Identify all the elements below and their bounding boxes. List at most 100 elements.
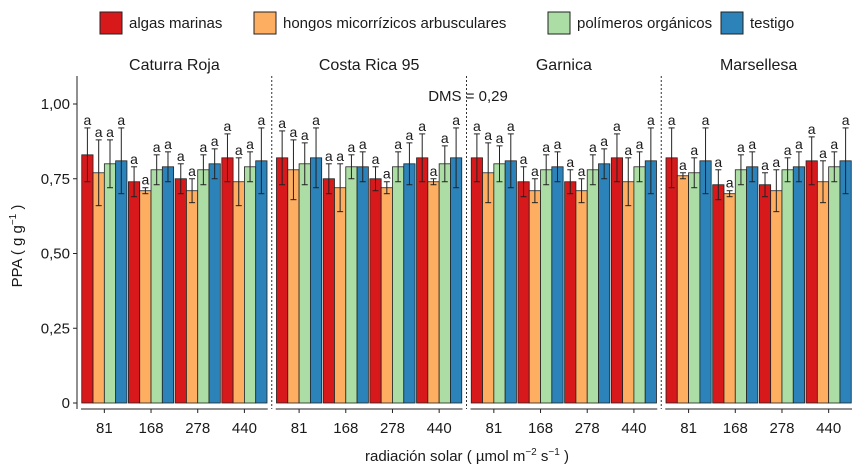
bar	[403, 163, 416, 404]
significance-letter: a	[589, 139, 597, 155]
bar	[839, 160, 852, 404]
bar	[115, 160, 128, 404]
significance-letter: a	[531, 163, 539, 179]
bar	[298, 163, 311, 404]
bar	[369, 178, 382, 404]
significance-letter: a	[624, 142, 632, 158]
bar	[540, 169, 553, 404]
x-tick-label: 168	[333, 420, 358, 437]
legend: algas marinas hongos micorrízicos arbuscu…	[99, 11, 794, 35]
bar	[103, 163, 117, 404]
significance-letter: a	[496, 130, 504, 146]
x-axis-label: radiación solar ( µmol m−2 s−1 )	[365, 447, 569, 465]
bar	[676, 175, 689, 404]
significance-letter: a	[418, 118, 426, 134]
bar	[128, 181, 141, 404]
bar	[276, 157, 289, 404]
y-axis-label: PPA ( g g−1 )	[8, 205, 26, 288]
bar	[309, 157, 323, 404]
significance-letter: a	[520, 151, 528, 167]
bar	[287, 169, 300, 404]
bar	[517, 181, 530, 404]
bar	[427, 181, 440, 404]
y-tick-label: 1,00	[41, 96, 70, 113]
significance-letter: a	[636, 136, 644, 152]
bar	[746, 166, 759, 404]
legend-swatch-4	[720, 11, 744, 35]
bar	[438, 163, 451, 404]
bar	[416, 157, 429, 404]
significance-letter: a	[224, 118, 232, 134]
x-tick-label: 440	[621, 420, 646, 437]
x-tick-label: 278	[769, 420, 794, 437]
significance-letter: a	[647, 112, 655, 128]
significance-letter: a	[406, 127, 414, 143]
bar	[504, 160, 517, 404]
bar	[334, 187, 347, 404]
bar	[197, 169, 210, 404]
significance-letter: a	[484, 127, 492, 143]
significance-letter: a	[600, 133, 608, 149]
significance-letter: a	[278, 115, 286, 131]
significance-letter: a	[702, 112, 710, 128]
legend-swatch-2	[253, 11, 277, 35]
significance-letter: a	[188, 163, 196, 179]
significance-letter: a	[117, 112, 125, 128]
y-tick-label: 0	[62, 395, 70, 412]
x-tick-label: 168	[528, 420, 553, 437]
bar	[816, 181, 830, 404]
significance-letter: a	[290, 124, 298, 140]
bar	[586, 169, 599, 404]
axes	[73, 76, 852, 413]
significance-letter: a	[554, 136, 562, 152]
bar	[208, 163, 221, 404]
bar	[186, 190, 199, 404]
x-tick-label: 278	[185, 420, 210, 437]
bar	[470, 157, 483, 404]
bar	[380, 187, 393, 404]
significance-letter: a	[430, 163, 438, 179]
x-tick-label: 440	[816, 420, 841, 437]
significance-letter: a	[578, 163, 586, 179]
bar	[255, 160, 268, 404]
ticks: 0 0,25 0,50 0,75 1,00 81 168 278 440 81 168 278 440 8…	[41, 96, 841, 437]
bar	[699, 160, 712, 404]
significance-letter: a	[737, 139, 745, 155]
significance-letter: a	[336, 148, 344, 164]
bar	[345, 166, 358, 404]
bar	[92, 172, 105, 404]
bar	[644, 160, 657, 404]
bar	[150, 169, 163, 404]
panel-title-1: Caturra Roja	[129, 57, 220, 74]
bar	[792, 166, 805, 404]
x-tick-label: 81	[486, 420, 503, 437]
significance-letter: a	[211, 133, 219, 149]
legend-label-4: testigo	[750, 15, 794, 32]
bar	[232, 181, 245, 404]
bar	[665, 157, 678, 404]
legend-label-3: polímeros orgánicos	[577, 15, 712, 32]
x-tick-label: 440	[232, 420, 257, 437]
significance-letter: a	[714, 154, 722, 170]
bar	[551, 166, 564, 404]
significance-letter: a	[473, 118, 481, 134]
bar	[482, 172, 495, 404]
significance-letter: a	[808, 121, 816, 137]
y-tick-label: 0,25	[41, 320, 70, 337]
significance-letter: a	[726, 175, 734, 191]
bar	[633, 166, 646, 404]
x-tick-label: 440	[427, 420, 452, 437]
significance-letter: a	[748, 136, 756, 152]
significance-letter: a	[235, 142, 243, 158]
x-tick-label: 278	[575, 420, 600, 437]
significance-letter: a	[830, 136, 838, 152]
significance-letter: a	[507, 118, 515, 134]
significance-letter: a	[842, 112, 850, 128]
legend-label-2: hongos micorrízicos arbusculares	[283, 15, 506, 32]
significance-letter: a	[383, 166, 391, 182]
significance-letter: a	[372, 151, 380, 167]
significance-letter: a	[164, 136, 172, 152]
significance-letter: a	[441, 130, 449, 146]
